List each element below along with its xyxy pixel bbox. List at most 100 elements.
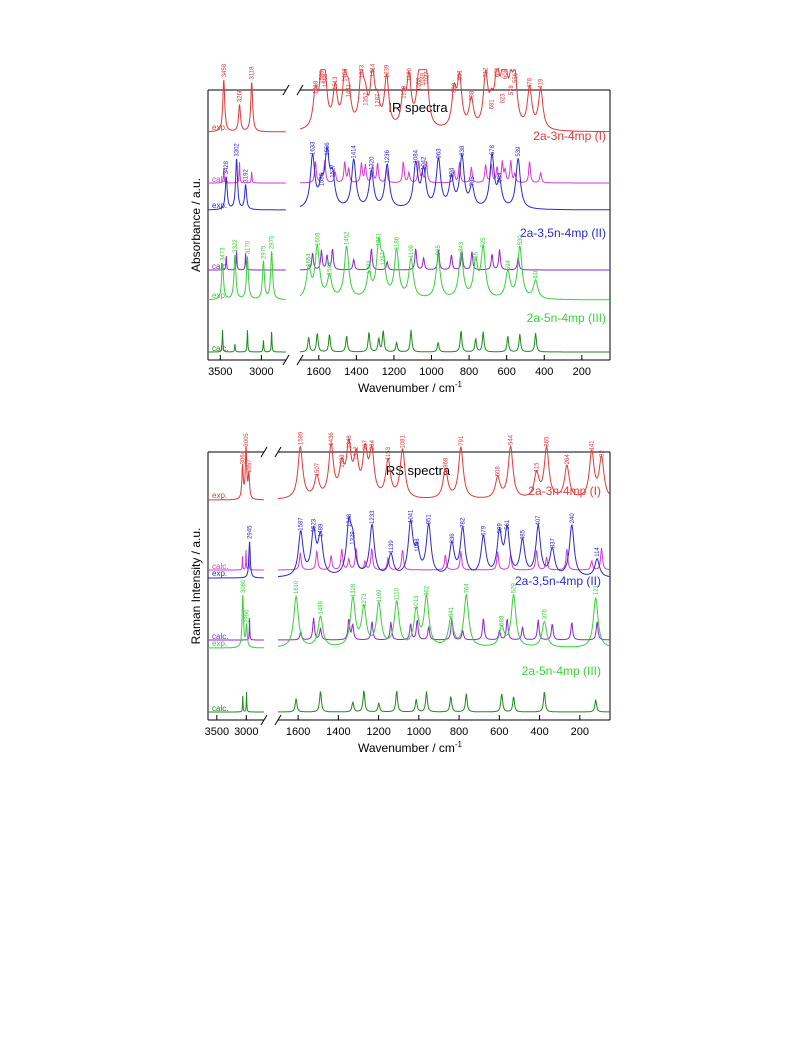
peak-label: 1186: [395, 236, 401, 250]
peak-label: 1150: [401, 85, 407, 99]
axis-break-mark: [260, 714, 268, 726]
rs-panel: 3500 3000 1600 1400 1200 1000 800 600 400 200 Wave…: [189, 431, 611, 755]
x-tick-label: 1400: [344, 366, 368, 378]
peak-label: 1373: [359, 64, 365, 78]
peak-label: 599: [498, 523, 504, 534]
exp-label: exp.: [212, 201, 227, 210]
peak-label: 1027: [424, 71, 430, 85]
peak-label: 963: [437, 148, 443, 159]
peak-label: 3005: [244, 433, 250, 447]
peak-label: 764: [464, 583, 470, 594]
peak-label: 1328: [351, 583, 357, 597]
x-tick-label: 1200: [366, 726, 390, 738]
peak-label: 1233: [370, 510, 376, 524]
axis-break-mark: [282, 354, 290, 366]
peak-label: 1462: [343, 68, 349, 82]
peak-label: 1587: [299, 517, 305, 531]
peak-label: 1239: [385, 64, 391, 78]
axis-break-mark: [274, 714, 282, 726]
peak-label: 851: [458, 69, 464, 80]
x-tick-label: 200: [573, 366, 591, 378]
peak-label: 1049: [420, 72, 426, 86]
peak-label: 1333: [367, 260, 373, 274]
peak-label: 638: [498, 172, 504, 183]
peak-label: 1568: [323, 73, 329, 87]
exp-spectrum-line: [208, 592, 611, 649]
calc-label: calc.: [212, 704, 228, 713]
calc-label: calc.: [212, 175, 228, 184]
peak-label: 725: [481, 237, 487, 248]
axis-break-mark: [260, 446, 268, 458]
peak-label: 446: [534, 268, 540, 279]
series-name: 2a-3n-4mp (I): [533, 129, 606, 143]
peak-label: 1654: [307, 253, 313, 267]
peak-label: 1236: [385, 149, 391, 163]
chart-title: RS spectra: [386, 463, 451, 478]
peak-label: 3118: [250, 66, 256, 80]
peak-label: 2996: [245, 609, 251, 623]
calc-label: calc.: [212, 562, 228, 571]
chart-title: IR spectra: [388, 100, 448, 115]
peak-label: 1352: [363, 92, 369, 106]
x-tick-label: 1000: [419, 366, 443, 378]
peak-label: 1414: [352, 145, 358, 159]
x-axis-label: Wavenumber / cm-1: [358, 740, 463, 755]
peak-label: 407: [536, 515, 542, 526]
peak-label: 3192: [244, 169, 250, 183]
peak-label: 588: [500, 615, 506, 626]
peak-label: 2945: [248, 525, 254, 539]
x-axis-label-sup: -1: [455, 740, 463, 749]
x-tick-label: 3000: [249, 366, 273, 378]
peak-label: 1348: [347, 513, 353, 527]
peak-label: 765: [474, 251, 480, 262]
peak-label: 681: [489, 99, 495, 110]
peak-label: 1610: [294, 580, 300, 594]
x-tick-label: 3500: [208, 366, 232, 378]
x-tick-label: 3000: [234, 726, 258, 738]
peak-label: 1281: [377, 232, 383, 246]
peak-label: 1436: [329, 432, 335, 446]
calc-spectrum-line: [208, 547, 610, 571]
peak-label: 1287: [376, 93, 382, 107]
peak-label: 1589: [298, 431, 304, 445]
series-name: 2a-3,5n-4mp (II): [520, 226, 606, 240]
peak-label: 556: [513, 72, 519, 83]
peak-label: 1314: [371, 63, 377, 77]
x-tick-label: 400: [535, 366, 553, 378]
peak-label: 1084: [414, 149, 420, 163]
peak-label: 3266: [238, 88, 244, 102]
peak-label: 1234: [370, 439, 376, 453]
peak-label: 264: [565, 454, 571, 465]
peak-label: 712: [484, 67, 490, 78]
peak-label: 788: [469, 90, 475, 101]
peak-label: 3322: [233, 239, 239, 253]
peak-label: 92: [600, 450, 606, 457]
peak-label: 894: [449, 167, 455, 178]
peak-label: 3473: [221, 247, 227, 261]
peak-label: 1110: [395, 587, 401, 600]
peak-label: 1273: [362, 593, 368, 607]
peak-label: 3458: [222, 63, 228, 77]
axis-break-mark: [296, 354, 304, 366]
peak-label: 782: [461, 517, 467, 528]
peak-label: 1543: [328, 261, 334, 275]
peak-label: 1489: [319, 600, 325, 614]
peak-label: 1041: [409, 509, 415, 523]
peak-label: 608: [496, 466, 502, 477]
exp-spectrum-line: [208, 438, 611, 501]
peak-label: 3060: [241, 579, 247, 593]
peak-label: 419: [539, 78, 545, 89]
peak-label: 3170: [245, 240, 251, 254]
series-name: 2a-5n-4mp (III): [527, 311, 606, 325]
peak-label: 1068: [417, 77, 423, 91]
peak-label: 1320: [369, 156, 375, 170]
peak-label: 678: [490, 144, 496, 155]
x-axis-label: Wavenumber / cm-1: [358, 380, 463, 395]
series-name: 2a-3,5n-4mp (II): [515, 574, 601, 588]
peak-label: 539: [516, 146, 522, 157]
peak-label: 1199: [377, 589, 383, 603]
peak-label: 594: [506, 260, 512, 271]
peak-label: 785: [470, 176, 476, 187]
peak-label: 1008: [415, 538, 421, 552]
peak-label: 1153: [386, 446, 392, 460]
